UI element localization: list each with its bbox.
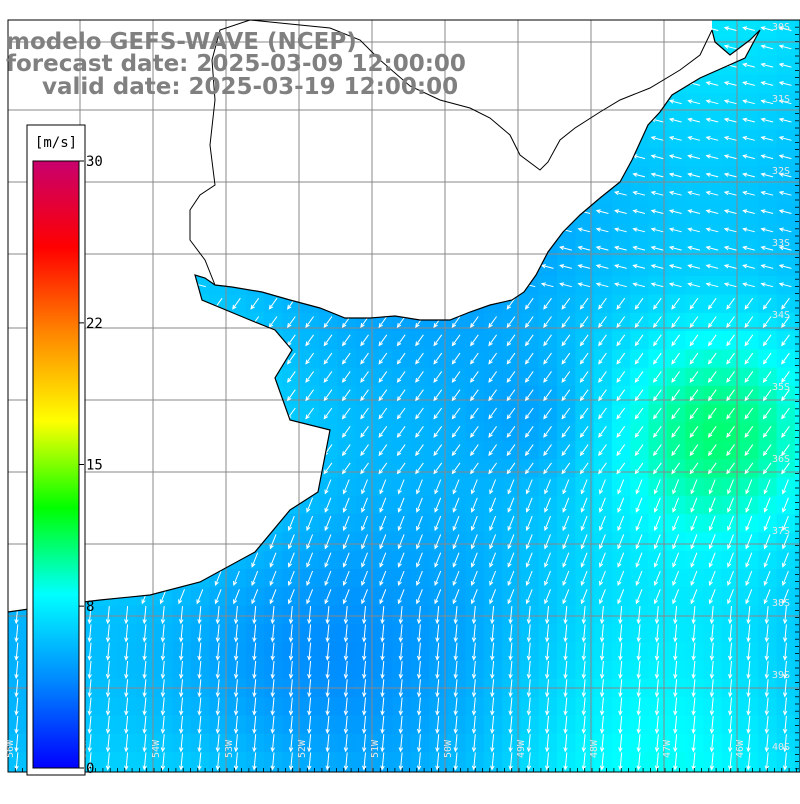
lat-label: 33S (772, 238, 790, 249)
lon-label: 47W (662, 739, 673, 758)
lon-label: 51W (370, 739, 381, 758)
lon-label: 53W (224, 739, 235, 758)
forecast-date: forecast date: 2025-03-09 12:00:00 (6, 51, 466, 77)
lat-label: 35S (772, 382, 790, 393)
lat-label: 34S (772, 310, 790, 321)
latitude-labels: 30S31S32S33S34S35S36S37S38S39S40S41S (772, 22, 790, 753)
lat-label: 40S (772, 742, 790, 753)
model-title: modelo GEFS-WAVE (NCEP) (6, 29, 357, 55)
lon-label: 56W (5, 739, 16, 758)
lon-label: 48W (589, 739, 600, 758)
map-frame (7, 19, 800, 773)
lon-label: 50W (443, 739, 454, 758)
lat-label: 37S (772, 526, 790, 537)
coast-line (7, 29, 761, 613)
coastline (7, 19, 800, 773)
lat-label: 31S (772, 94, 790, 105)
border-line (189, 19, 713, 286)
lat-label: 38S (772, 598, 790, 609)
wind-vectors (14, 26, 792, 771)
lon-label: 55W (78, 739, 89, 758)
lat-label: 39S (772, 670, 790, 681)
lon-label: 54W (151, 739, 162, 758)
lat-label: 30S (772, 22, 790, 33)
lat-label: 32S (772, 166, 790, 177)
lon-label: 49W (516, 739, 527, 758)
valid-date: valid date: 2025-03-19 12:00:00 (42, 74, 459, 100)
lat-label: 36S (772, 454, 790, 465)
lon-label: 46W (735, 739, 746, 758)
land-polygon (8, 20, 760, 612)
lon-label: 52W (297, 739, 308, 758)
